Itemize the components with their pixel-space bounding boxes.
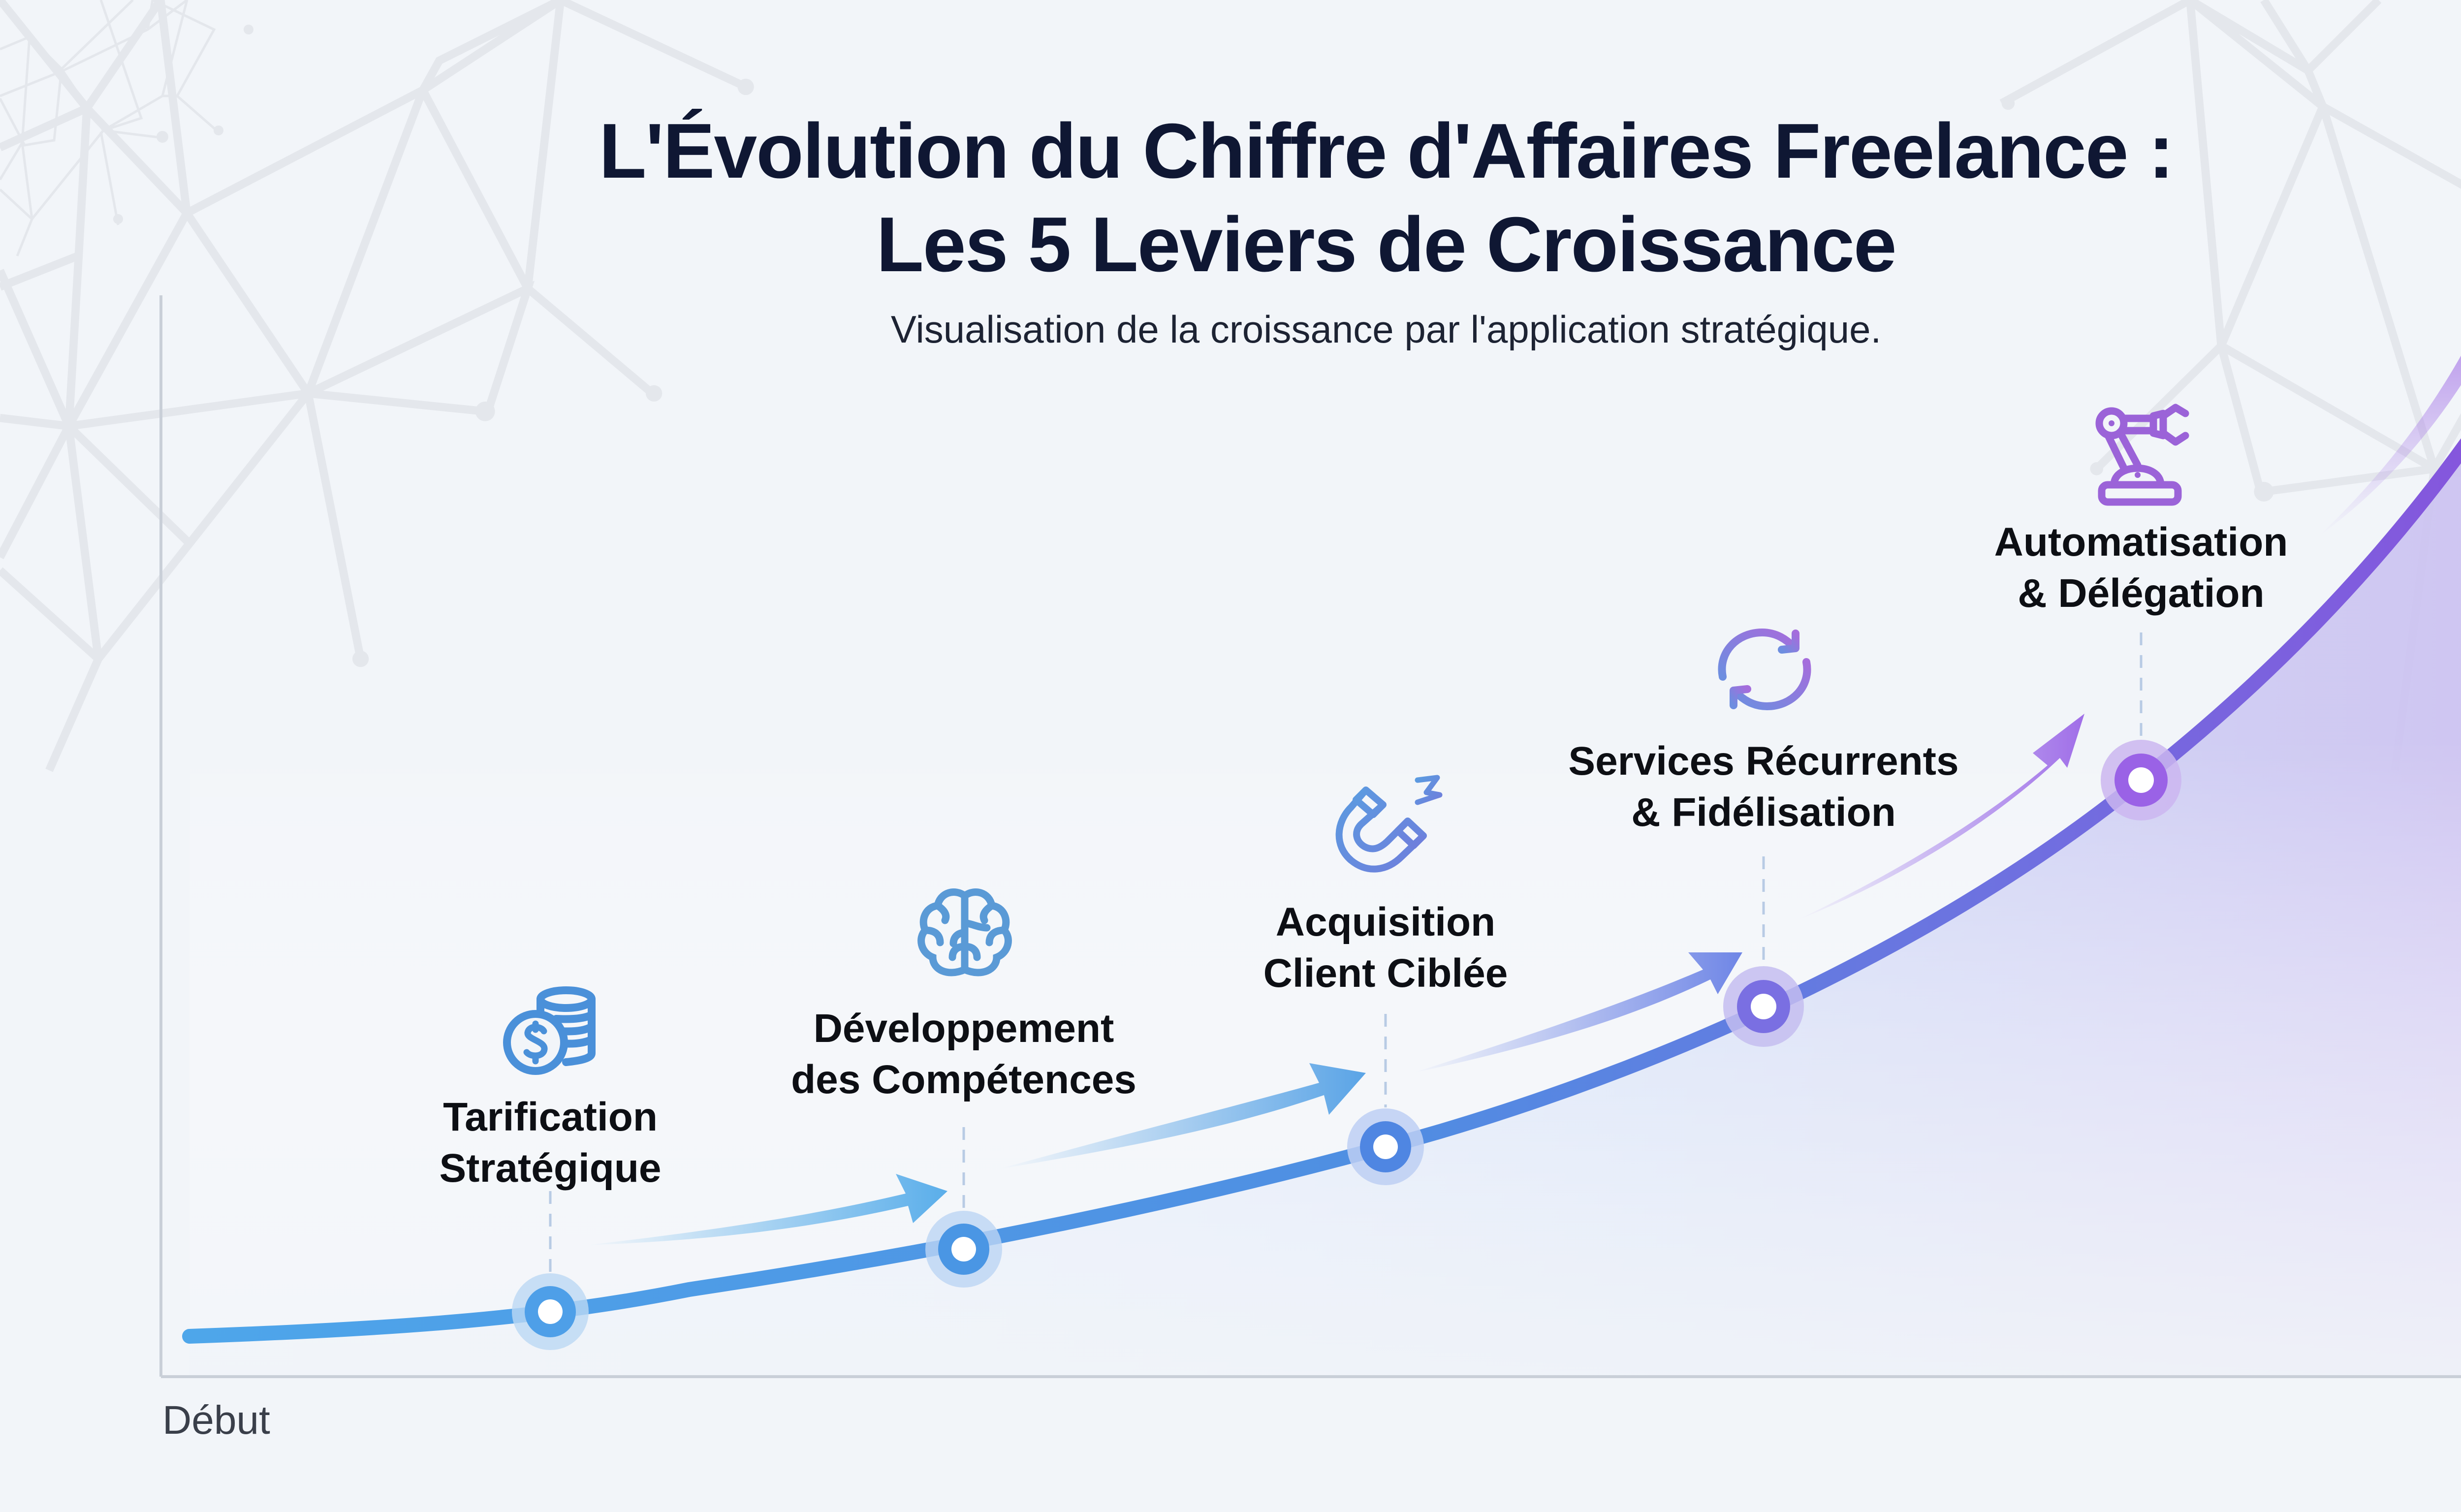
growth-arrow-3 (1413, 952, 1742, 1073)
axis-start-label: Début (162, 1398, 270, 1443)
milestone-point-4 (1723, 966, 1804, 1047)
revenue-curve (182, 438, 2461, 1344)
growth-arrow-2 (999, 1063, 1366, 1169)
brain-icon (917, 888, 1012, 976)
coins-dollar-icon (503, 986, 596, 1075)
lever-label-3: Acquisition Client Ciblée (1263, 900, 1508, 996)
milestone-point-1 (512, 1273, 589, 1350)
area-fade (189, 738, 2461, 1376)
growth-arrow-1 (586, 1174, 947, 1245)
milestone-point-3 (1347, 1108, 1424, 1185)
page-title-line1: L'Évolution du Chiffre d'Affaires Freela… (599, 108, 2174, 194)
milestone-point-2 (925, 1211, 1002, 1288)
robot-arm-icon (2095, 404, 2189, 506)
lever-label-5: Automatisation & Délégation (1994, 520, 2288, 616)
dashed-connectors (549, 632, 2143, 1275)
lever-label-4: Services Récurrents & Fidélisation (1568, 739, 1959, 835)
milestone-point-5 (2101, 740, 2181, 820)
magnet-icon (1335, 775, 1443, 873)
page-subtitle: Visualisation de la croissance par l'app… (890, 308, 1882, 351)
lever-label-1: Tarification Stratégique (439, 1095, 662, 1191)
milestone-points (512, 740, 2181, 1350)
lever-label-2: Développement des Compétences (791, 1006, 1136, 1102)
page-title-line2: Les 5 Leviers de Croissance (876, 201, 1896, 288)
growth-arrows (586, 355, 2461, 1245)
refresh-cycle-icon (1718, 629, 1811, 710)
